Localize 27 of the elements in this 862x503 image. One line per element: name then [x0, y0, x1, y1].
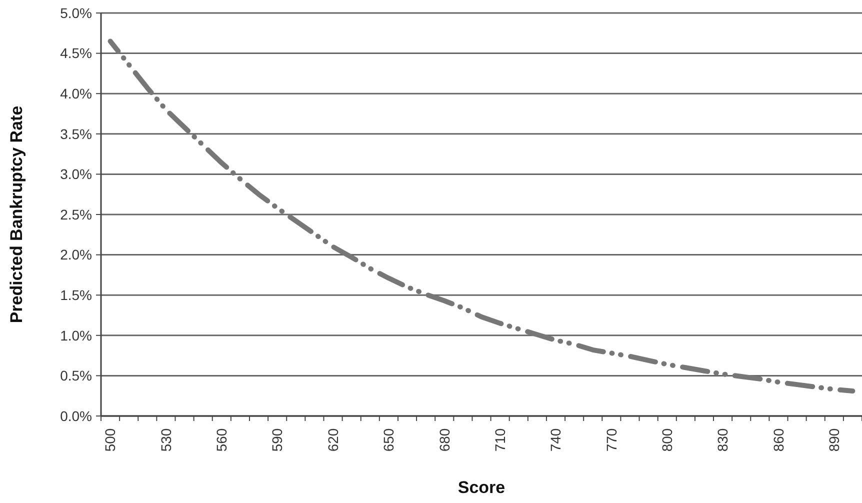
y-tick-label: 3.5% — [60, 126, 92, 142]
x-tick-label: 530 — [158, 428, 174, 452]
x-tick-label: 590 — [269, 428, 286, 452]
x-axis-title: Score — [458, 478, 506, 497]
y-tick-label: 1.0% — [60, 327, 92, 344]
x-tick-label: 890 — [826, 428, 842, 452]
y-tick-label: 0.0% — [60, 408, 92, 424]
x-tick-label: 830 — [714, 428, 731, 452]
x-tick-label: 560 — [214, 428, 230, 452]
y-axis-title: Predicted Bankruptcy Rate — [7, 106, 26, 324]
x-tick-label: 710 — [492, 428, 508, 452]
x-tick-label: 770 — [603, 428, 620, 452]
y-tick-label: 2.5% — [60, 206, 92, 222]
x-tick-label: 740 — [548, 428, 564, 452]
y-tick-label: 4.0% — [60, 86, 92, 102]
y-tick-label: 1.5% — [60, 287, 92, 303]
x-tick-label: 860 — [770, 428, 786, 452]
x-tick-label: 800 — [659, 428, 676, 452]
x-tick-label: 620 — [324, 428, 341, 452]
y-tick-label: 5.0% — [60, 4, 92, 21]
x-tick-label: 680 — [436, 428, 452, 452]
y-tick-label: 2.0% — [60, 246, 92, 263]
y-tick-label: 3.0% — [60, 166, 92, 182]
x-tick-label: 650 — [380, 428, 397, 452]
x-tick-label: 500 — [102, 428, 118, 452]
y-tick-label: 0.5% — [60, 368, 92, 384]
y-tick-label: 4.5% — [60, 45, 92, 62]
